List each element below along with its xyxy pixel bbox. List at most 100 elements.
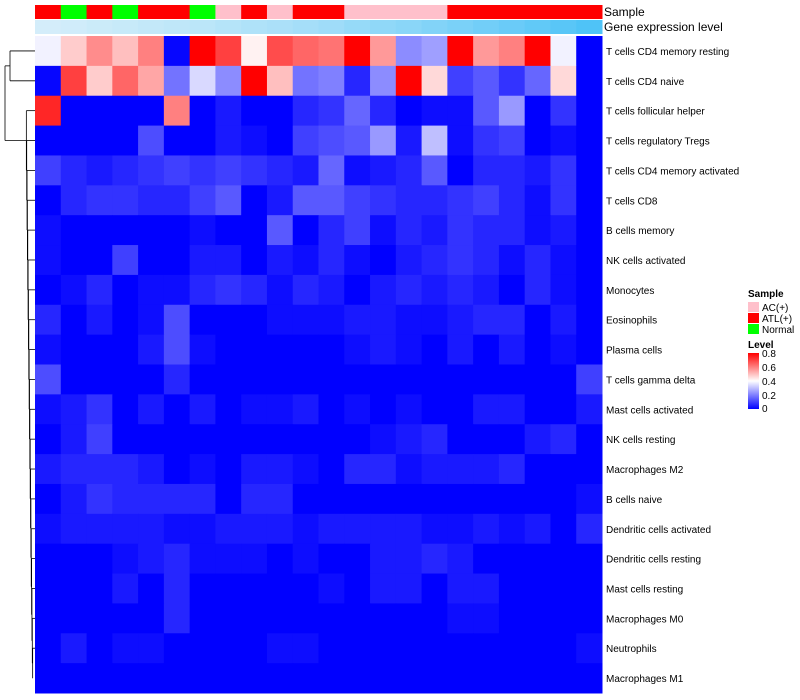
heatmap-cell-r20-c6 — [189, 633, 216, 664]
heatmap-cell-r4-c13 — [370, 155, 397, 186]
legend-level-colorbar — [748, 353, 759, 409]
heatmap-cell-r12-c7 — [215, 394, 242, 425]
heatmap-cell-r0-c12 — [344, 36, 371, 67]
sample-cell-1 — [60, 5, 88, 19]
legend-tick-0.8: 0.8 — [762, 349, 776, 360]
heatmap-cell-r13-c5 — [163, 424, 191, 455]
heatmap-cell-r16-c6 — [189, 513, 216, 545]
heatmap-cell-r4-c16 — [447, 155, 474, 186]
expression-cell-15 — [421, 20, 448, 34]
heatmap-cell-r15-c17 — [473, 483, 500, 515]
heatmap-cell-r3-c11 — [318, 125, 345, 156]
heatmap-cell-r0-c19 — [524, 36, 551, 67]
heatmap-cell-r2-c21 — [576, 95, 603, 127]
heatmap-cell-r1-c2 — [86, 65, 113, 97]
heatmap-cell-r19-c10 — [292, 603, 319, 634]
heatmap-cell-r10-c11 — [318, 334, 345, 365]
heatmap-cell-r19-c12 — [344, 603, 371, 634]
heatmap-cell-r13-c14 — [395, 424, 423, 455]
heatmap-cell-r18-c20 — [550, 573, 577, 604]
heatmap-cell-r3-c5 — [163, 125, 191, 156]
heatmap-cell-r14-c9 — [266, 454, 294, 485]
sample-cell-18 — [498, 5, 526, 19]
heatmap-cell-r18-c11 — [318, 573, 345, 604]
heatmap-cell-r7-c0 — [35, 245, 62, 276]
heatmap-cell-r19-c7 — [215, 603, 242, 634]
heatmap-cell-r6-c20 — [550, 215, 577, 246]
heatmap-cell-r7-c9 — [266, 245, 294, 276]
heatmap-cell-r1-c14 — [395, 65, 423, 97]
heatmap-cell-r13-c10 — [292, 424, 319, 455]
heatmap-cell-r11-c1 — [60, 364, 88, 395]
heatmap-cell-r7-c14 — [395, 245, 423, 276]
heatmap-cell-r14-c2 — [86, 454, 113, 485]
heatmap-cell-r2-c12 — [344, 95, 371, 127]
heatmap-cell-r7-c16 — [447, 245, 474, 276]
heatmap-cell-r17-c8 — [241, 543, 268, 575]
heatmap-cell-r12-c20 — [550, 394, 577, 425]
heatmap-cell-r9-c15 — [421, 304, 448, 336]
sample-cell-3 — [112, 5, 139, 19]
heatmap-cell-r2-c8 — [241, 95, 268, 127]
heatmap-cell-r15-c8 — [241, 483, 268, 515]
heatmap-cell-r17-c10 — [292, 543, 319, 575]
heatmap-cell-r3-c12 — [344, 125, 371, 156]
heatmap-cell-r12-c14 — [395, 394, 423, 425]
heatmap-cell-r0-c11 — [318, 36, 345, 67]
heatmap-cell-r15-c2 — [86, 483, 113, 515]
heatmap-cell-r0-c17 — [473, 36, 500, 67]
row-label-4: T cells CD4 memory activated — [606, 166, 739, 177]
heatmap-cell-r1-c16 — [447, 65, 474, 97]
expression-cell-2 — [86, 20, 113, 34]
heatmap-cell-r4-c11 — [318, 155, 345, 186]
heatmap-cell-r8-c18 — [498, 274, 526, 306]
heatmap-cell-r8-c8 — [241, 274, 268, 306]
sample-cell-7 — [215, 5, 242, 19]
heatmap-cell-r11-c0 — [35, 364, 62, 395]
heatmap-cell-r2-c19 — [524, 95, 551, 127]
heatmap-cell-r8-c9 — [266, 274, 294, 306]
heatmap-cell-r1-c1 — [60, 65, 88, 97]
heatmap-cell-r3-c9 — [266, 125, 294, 156]
heatmap-cell-r15-c20 — [550, 483, 577, 515]
heatmap-cell-r15-c5 — [163, 483, 191, 515]
heatmap-cell-r0-c16 — [447, 36, 474, 67]
heatmap-cell-r18-c7 — [215, 573, 242, 604]
expression-cell-8 — [241, 20, 268, 34]
heatmap-cell-r3-c4 — [138, 125, 165, 156]
heatmap-cell-r14-c8 — [241, 454, 268, 485]
heatmap-cell-r17-c9 — [266, 543, 294, 575]
heatmap-cell-r20-c1 — [60, 633, 88, 664]
heatmap-cell-r19-c9 — [266, 603, 294, 634]
expression-cell-20 — [550, 20, 577, 34]
heatmap-cell-r17-c19 — [524, 543, 551, 575]
heatmap-cell-r0-c18 — [498, 36, 526, 67]
heatmap-cell-r17-c4 — [138, 543, 165, 575]
sample-cell-9 — [266, 5, 294, 19]
heatmap-cell-r15-c12 — [344, 483, 371, 515]
heatmap-cell-r21-c4 — [138, 663, 165, 694]
heatmap-cell-r4-c15 — [421, 155, 448, 186]
heatmap-cell-r16-c16 — [447, 513, 474, 545]
heatmap-cell-r1-c6 — [189, 65, 216, 97]
heatmap-cell-r18-c10 — [292, 573, 319, 604]
heatmap-cell-r15-c11 — [318, 483, 345, 515]
heatmap-cell-r1-c18 — [498, 65, 526, 97]
heatmap-cell-r4-c19 — [524, 155, 551, 186]
heatmap-cell-r3-c8 — [241, 125, 268, 156]
heatmap-cell-r16-c17 — [473, 513, 500, 545]
heatmap-cell-r12-c1 — [60, 394, 88, 425]
heatmap-cell-r20-c8 — [241, 633, 268, 664]
legend-tick-0.2: 0.2 — [762, 391, 776, 402]
expression-annotation-bar — [35, 20, 603, 34]
heatmap-cell-r15-c19 — [524, 483, 551, 515]
heatmap-cell-r16-c8 — [241, 513, 268, 545]
heatmap-cell-r18-c14 — [395, 573, 423, 604]
heatmap-cell-r19-c16 — [447, 603, 474, 634]
heatmap-cell-r7-c5 — [163, 245, 191, 276]
heatmap-cell-r6-c9 — [266, 215, 294, 246]
heatmap-cell-r2-c5 — [163, 95, 191, 127]
heatmap-cell-r21-c3 — [112, 663, 139, 694]
heatmap-cell-r2-c0 — [35, 95, 62, 127]
